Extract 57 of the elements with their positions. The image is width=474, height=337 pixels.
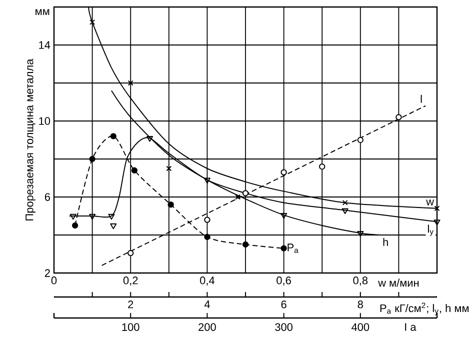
point xyxy=(146,136,154,142)
point xyxy=(110,223,117,230)
point xyxy=(357,231,364,237)
y-tick-label: 6 xyxy=(44,193,50,201)
series-label: w xyxy=(426,200,434,206)
point xyxy=(280,169,287,176)
point xyxy=(204,178,210,184)
series-label: l xyxy=(420,94,422,103)
point xyxy=(280,245,287,252)
point xyxy=(342,208,348,214)
text: 300 xyxy=(275,323,293,331)
x-tick-label: 0,8 xyxy=(353,276,368,286)
text: I a xyxy=(405,323,416,331)
point xyxy=(235,194,241,200)
x-tick-label: 0,6 xyxy=(276,276,291,286)
point xyxy=(434,220,440,226)
point xyxy=(319,164,326,170)
x2-tick-label: 8 xyxy=(358,300,363,308)
series-label: l$_{y}$ xyxy=(428,224,434,236)
point xyxy=(89,156,96,162)
point xyxy=(166,166,172,172)
point xyxy=(242,190,249,196)
point xyxy=(108,214,115,220)
point xyxy=(242,241,249,248)
text: 200 xyxy=(198,323,216,331)
point xyxy=(342,200,348,206)
y-tick-label: 2 xyxy=(44,269,50,277)
point xyxy=(128,250,134,256)
x-tick-label: 0 xyxy=(51,276,57,284)
point xyxy=(357,136,364,144)
point xyxy=(168,202,174,208)
text: 400 xyxy=(352,323,370,331)
x-tick-label: 0,2 xyxy=(123,276,138,286)
point xyxy=(89,214,96,220)
point xyxy=(434,206,440,212)
point xyxy=(110,133,116,140)
y-tick-label: 14 xyxy=(39,41,50,49)
y-tick-label: 10 xyxy=(39,117,50,125)
point xyxy=(131,167,138,174)
point xyxy=(280,212,288,219)
point xyxy=(204,234,210,240)
point xyxy=(72,222,78,229)
point xyxy=(90,19,96,25)
x2-tick-label: 6 xyxy=(281,300,286,308)
point xyxy=(128,80,134,86)
point xyxy=(204,216,210,223)
series-label: P$_{a}$ xyxy=(288,244,298,253)
text: мм xyxy=(36,9,50,15)
series-label: h xyxy=(383,238,388,246)
x-axis-title: w м/мин xyxy=(378,278,419,287)
point xyxy=(70,214,76,220)
point xyxy=(396,114,402,120)
x2-tick-label: 2 xyxy=(128,300,134,308)
y-axis-title: Прорезаемая толщина металла xyxy=(26,58,36,220)
x2-tick-label: 4 xyxy=(204,300,210,308)
x-tick-label: 0,4 xyxy=(200,276,214,286)
text: 100 xyxy=(122,323,140,331)
